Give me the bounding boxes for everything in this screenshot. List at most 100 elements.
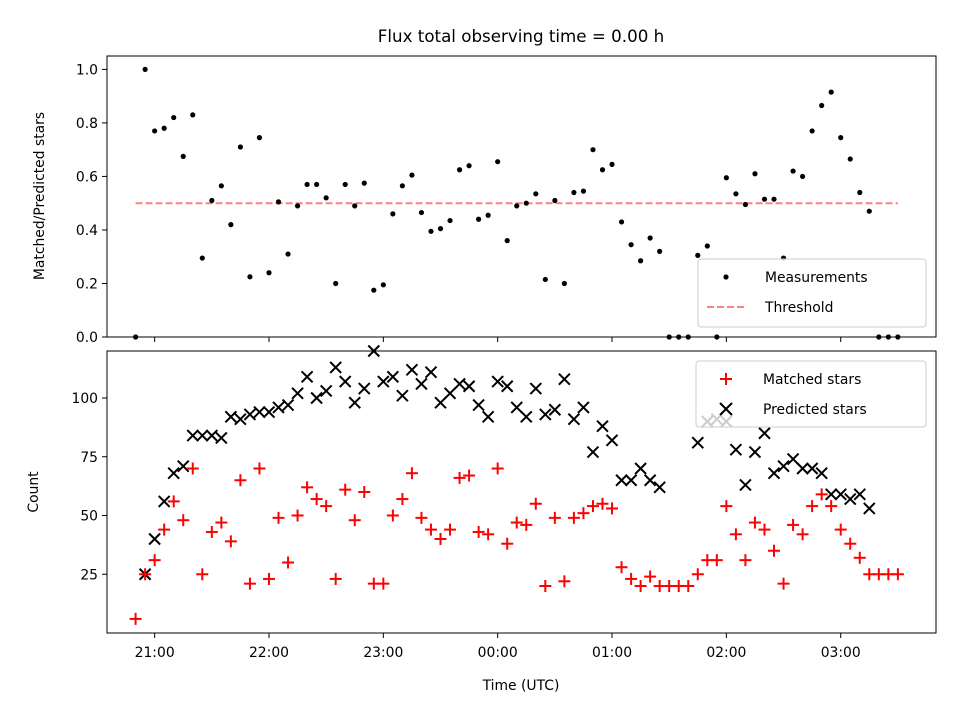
predicted-stars-point: [834, 488, 847, 501]
measurement-point: [447, 217, 453, 224]
matched-stars-point: [234, 474, 247, 487]
measurement-point: [380, 282, 386, 288]
predicted-stars-point: [567, 412, 581, 426]
matched-stars-point: [253, 462, 266, 475]
matched-stars-point: [644, 570, 657, 583]
measurement-point: [409, 172, 415, 178]
matched-stars-point: [606, 502, 619, 515]
bottom-y-tick-label: 25: [80, 567, 98, 583]
predicted-stars-point: [577, 401, 590, 414]
matched-stars-point: [224, 535, 237, 548]
predicted-stars-point: [844, 492, 857, 506]
matched-stars-point: [358, 486, 371, 498]
legend-matched-label: Matched stars: [763, 372, 861, 388]
predicted-stars-point: [358, 382, 371, 395]
matched-stars-point: [577, 507, 590, 520]
predicted-stars-point: [853, 488, 866, 501]
predicted-stars-point: [186, 429, 199, 442]
matched-stars-point: [405, 467, 418, 480]
matched-stars-point: [682, 580, 695, 592]
matched-stars-point: [491, 462, 504, 475]
predicted-stars-point: [758, 427, 771, 440]
matched-stars-point: [205, 525, 218, 538]
measurement-point: [723, 175, 729, 181]
matched-stars-point: [539, 580, 552, 592]
matched-stars-point: [768, 544, 781, 557]
predicted-stars-point: [434, 396, 447, 409]
matched-stars-point: [748, 516, 761, 529]
matched-stars-point: [272, 511, 285, 524]
predicted-stars-point: [215, 431, 228, 445]
measurement-point: [695, 252, 701, 258]
measurement-point: [428, 228, 434, 234]
measurement-point: [552, 197, 558, 204]
x-tick-label: 22:00: [249, 645, 289, 661]
measurement-point: [533, 191, 539, 197]
predicted-stars-point: [739, 478, 752, 492]
predicted-stars-point: [196, 429, 209, 442]
measurement-point: [542, 276, 548, 283]
measurement-point: [285, 251, 291, 257]
predicted-stars-point: [786, 452, 800, 466]
top-x-ticks: [154, 337, 842, 342]
matched-stars-point: [262, 572, 275, 585]
measurement-point: [342, 181, 348, 188]
matched-stars-point: [548, 511, 561, 524]
top-y-tick-label: 0.4: [76, 223, 98, 239]
matched-stars-point: [434, 533, 447, 545]
predicted-stars-point: [767, 466, 781, 480]
measurement-point: [799, 173, 806, 180]
predicted-stars-point: [596, 419, 609, 433]
chart-title: Flux total observing time = 0.00 h: [378, 26, 664, 46]
matched-stars-point: [424, 523, 437, 536]
bottom-x-ticks: 21:00 22:00 23:00 00:00 01:00 02:00 03:00: [135, 633, 861, 661]
measurement-point: [485, 212, 491, 218]
top-y-ticks: 0.0 0.2 0.4 0.6 0.8 1.0: [76, 62, 107, 346]
top-legend: Measurements Threshold: [697, 258, 927, 328]
bottom-axes-frame: [106, 350, 937, 634]
measurement-point: [819, 102, 825, 109]
top-y-axis-label: Matched/Predicted stars: [32, 112, 48, 280]
measurement-point: [618, 219, 625, 225]
predicted-stars-point: [310, 391, 323, 405]
measurement-point: [847, 156, 853, 162]
measurement-point: [390, 211, 396, 217]
predicted-stars-point: [510, 401, 523, 414]
predicted-stars-point: [157, 495, 171, 508]
predicted-stars-point: [243, 408, 257, 421]
matched-stars-point: [415, 511, 428, 524]
matched-stars-point: [520, 518, 533, 531]
measurement-point: [599, 167, 606, 173]
measurement-point: [742, 201, 749, 208]
measurement-point: [657, 248, 663, 254]
predicted-stars-point: [415, 377, 428, 391]
matched-stars-point: [691, 568, 704, 581]
measurement-point: [437, 226, 444, 232]
predicted-stars-point: [777, 459, 790, 473]
predicted-stars-point: [691, 436, 704, 449]
x-axis-label: Time (UTC): [482, 678, 560, 694]
measurement-point: [333, 280, 339, 287]
measurement-point: [514, 203, 520, 209]
matched-stars-point: [501, 537, 514, 550]
matched-stars-point: [377, 577, 390, 590]
matched-stars-point: [834, 523, 847, 536]
measurement-point: [771, 196, 777, 202]
predicted-stars-point: [386, 370, 400, 384]
legend-threshold-label: Threshold: [764, 300, 833, 316]
measurement-point: [314, 181, 320, 188]
matched-stars-point: [625, 572, 638, 585]
matched-stars-point: [129, 612, 142, 625]
measurement-point: [752, 171, 758, 177]
predicted-stars-point: [262, 405, 276, 419]
matched-stars-point: [186, 462, 199, 475]
predicted-stars-point: [605, 434, 619, 447]
measurement-point: [495, 159, 501, 165]
bottom-legend: Matched stars Predicted stars: [695, 360, 927, 428]
matched-stars-point: [291, 509, 304, 522]
matched-stars-point: [777, 577, 790, 590]
predicted-stars-point: [167, 466, 180, 480]
predicted-stars-point: [500, 380, 514, 393]
top-y-tick-label: 0.6: [76, 169, 98, 185]
predicted-stars-point: [863, 502, 876, 515]
